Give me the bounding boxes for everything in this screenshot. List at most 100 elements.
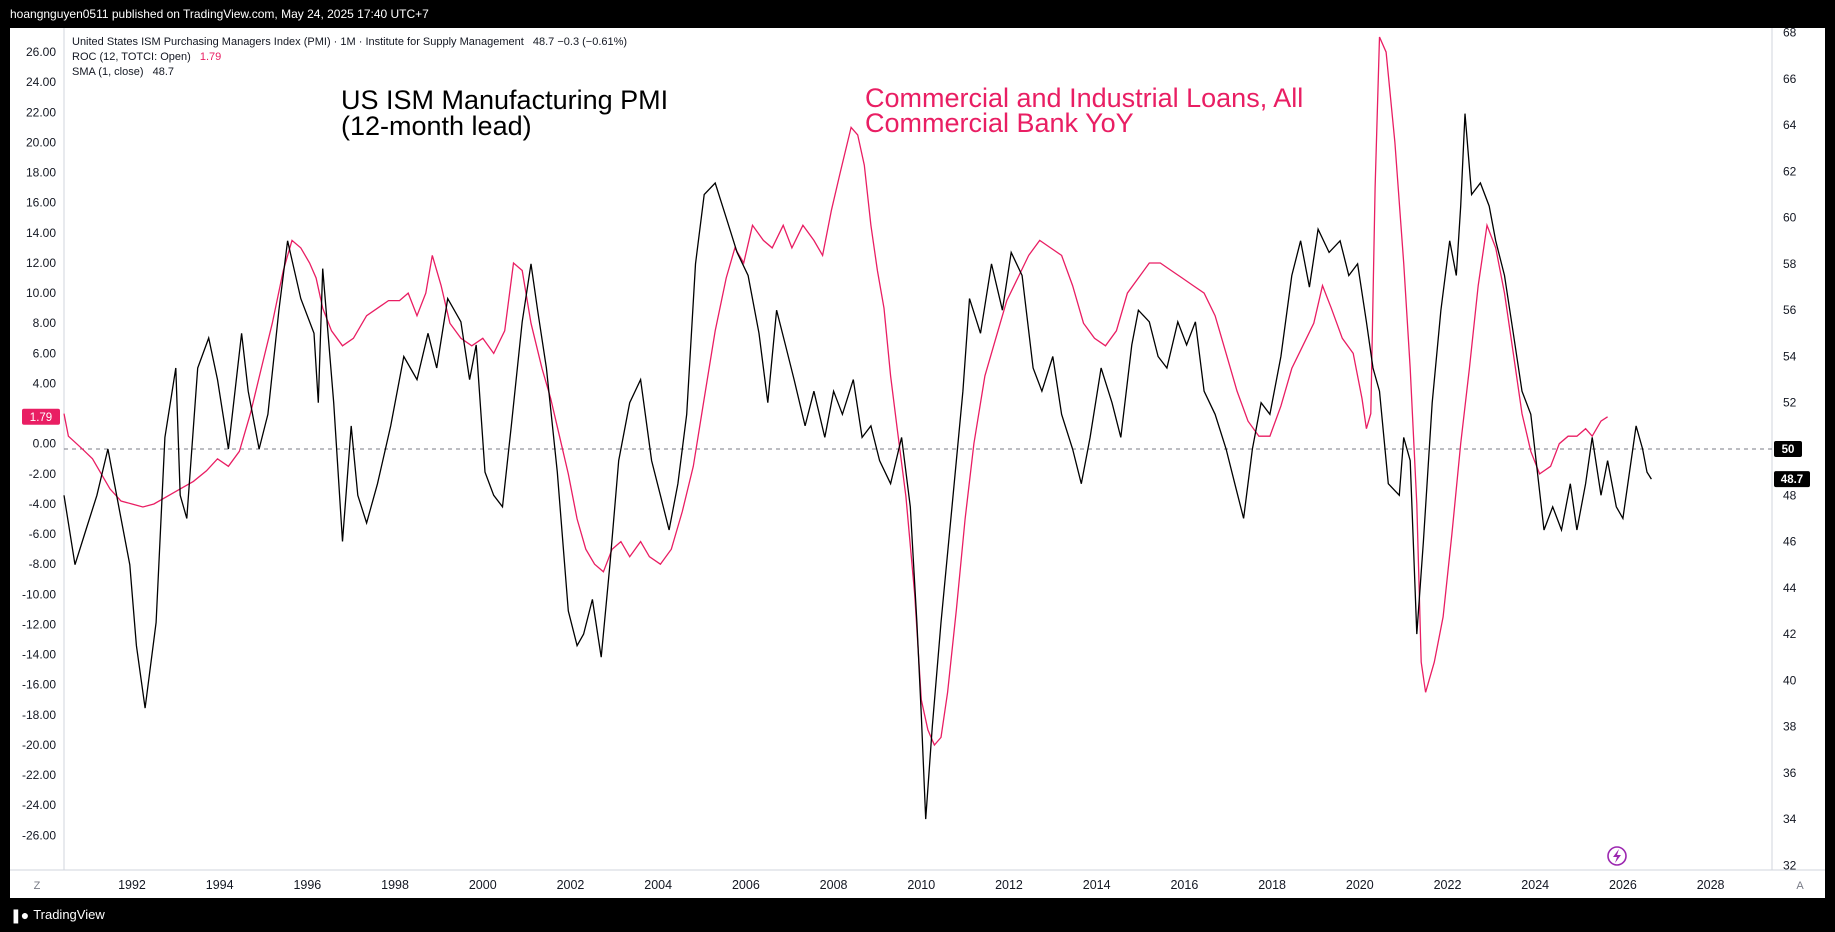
right-axis-tick-label: 38	[1783, 720, 1797, 734]
right-axis-tick-label: 58	[1783, 257, 1797, 271]
left-axis-tick-label: -8.00	[29, 557, 57, 571]
time-axis-tick-label: 2024	[1521, 878, 1549, 892]
left-axis-tick-label: 14.00	[26, 226, 56, 240]
time-axis-tick-label: 2008	[820, 878, 848, 892]
right-axis-tick-label: 64	[1783, 118, 1797, 132]
right-axis-tick-label: 34	[1783, 812, 1797, 826]
time-axis-tick-label: 2018	[1258, 878, 1286, 892]
time-axis-tick-label: 2026	[1609, 878, 1637, 892]
tradingview-brand[interactable]: ❚● TradingView	[10, 898, 105, 932]
left-axis-tick-label: -18.00	[22, 708, 56, 722]
legend-sma[interactable]: SMA (1, close) 48.7	[72, 66, 174, 78]
left-axis-tick-label: 8.00	[33, 316, 57, 330]
legend: United States ISM Purchasing Managers In…	[72, 36, 627, 78]
left-axis-tick-label: -24.00	[22, 798, 56, 812]
pmi-series-line[interactable]	[63, 113, 1652, 820]
left-axis-tick-label: -22.00	[22, 768, 56, 782]
tradingview-logo-icon: ❚●	[10, 907, 29, 923]
time-axis-tick-label: 2020	[1346, 878, 1374, 892]
legend-roc[interactable]: ROC (12, TOTCI: Open) 1.79	[72, 51, 221, 63]
left-axis-tick-label: 12.00	[26, 256, 56, 270]
chart-svg[interactable]: 26.00 24.00 22.00 20.00 18.00 16.00 14.00 12.00…	[10, 28, 1825, 898]
left-axis-tick-label: -10.00	[22, 587, 56, 601]
time-axis-tick-label: 2012	[995, 878, 1023, 892]
legend-sma-value: 48.7	[153, 66, 174, 78]
time-axis-tick-label: 2004	[644, 878, 672, 892]
right-axis-tick-label: 46	[1783, 535, 1797, 549]
right-value-badge-bg	[1774, 471, 1810, 488]
right-axis-tick-label: 40	[1783, 673, 1797, 687]
footer: ❚● TradingView	[0, 898, 1835, 932]
right-reference-badge: 50	[1774, 441, 1802, 457]
left-axis-tick-label: -26.00	[22, 828, 56, 842]
loans-annotation-line1: Commercial and Industrial Loans, All	[865, 83, 1303, 113]
replay-lightning-icon[interactable]	[1607, 846, 1627, 866]
left-axis-tick-label: -16.00	[22, 678, 56, 692]
left-axis-tick-label: 20.00	[26, 135, 56, 149]
legend-pmi-title: United States ISM Purchasing Managers In…	[72, 36, 524, 48]
left-axis-panel: 26.00 24.00 22.00 20.00 18.00 16.00 14.00 12.00…	[10, 28, 64, 870]
time-axis-tick-label: 2000	[469, 878, 497, 892]
left-axis-background	[10, 28, 64, 870]
right-axis-tick-label: 54	[1783, 349, 1797, 363]
legend-roc-title: ROC (12, TOTCI: Open)	[72, 51, 191, 63]
time-axis-tick-label: 2002	[557, 878, 585, 892]
left-axis-tick-label: 22.00	[26, 105, 56, 119]
tradingview-brand-text: TradingView	[33, 907, 105, 922]
left-axis-tick-label: -12.00	[22, 617, 56, 631]
left-axis-tick-label: 0.00	[33, 437, 57, 451]
right-axis-tick-label: 62	[1783, 164, 1797, 178]
left-axis-ticks: 26.00 24.00 22.00 20.00 18.00 16.00 14.00 12.00…	[22, 45, 56, 842]
left-axis-tick-label: 24.00	[26, 75, 56, 89]
left-axis-tick-label: -20.00	[22, 738, 56, 752]
left-value-badge-bg	[22, 408, 60, 425]
right-axis-tick-label: 36	[1783, 766, 1797, 780]
time-axis-tick-label: 1994	[206, 878, 234, 892]
lightning-icon	[1613, 849, 1621, 863]
loans-annotation-line2: Commercial Bank YoY	[865, 108, 1134, 138]
time-axis-tick-label: 2014	[1083, 878, 1111, 892]
time-axis-tick-label: 2022	[1434, 878, 1462, 892]
left-axis-tick-label: 4.00	[33, 376, 57, 390]
legend-sma-title: SMA (1, close)	[72, 66, 144, 78]
right-axis-tick-label: 60	[1783, 211, 1797, 225]
right-axis-ticks: 68 66 64 62 60 58 56 54 52 50 48 46 44 42 40 38 36 34 32	[1783, 28, 1797, 872]
right-axis-tick-label: 42	[1783, 627, 1797, 641]
chart-panel[interactable]: 26.00 24.00 22.00 20.00 18.00 16.00 14.00 12.00…	[10, 28, 1825, 898]
left-axis-tick-label: 6.00	[33, 346, 57, 360]
time-axis-tick-label: 1998	[381, 878, 409, 892]
left-axis-tick-label: 16.00	[26, 196, 56, 210]
time-axis-tick-label: 2010	[907, 878, 935, 892]
right-value-badge: 48.7	[1774, 471, 1810, 488]
pmi-annotation-line1: US ISM Manufacturing PMI	[341, 85, 668, 115]
time-axis-tick-label: 1996	[293, 878, 321, 892]
right-axis-tick-label: 66	[1783, 72, 1797, 86]
time-axis-tick-label: 2016	[1170, 878, 1198, 892]
time-axis-tick-label: 1992	[118, 878, 146, 892]
right-axis-tick-label: 44	[1783, 581, 1797, 595]
legend-roc-value: 1.79	[200, 51, 221, 63]
time-axis-tick-label: 2028	[1697, 878, 1725, 892]
replay-icon-ring	[1607, 846, 1627, 866]
auto-scale-toggle-label[interactable]: A	[1796, 880, 1804, 892]
right-value-badge-text: 48.7	[1781, 474, 1803, 486]
right-axis-tick-label: 68	[1783, 28, 1797, 40]
time-axis-ticks: 1992 1994 1996 1998 2000 2002 2004 2006 2008 2010…	[118, 878, 1724, 892]
left-axis-tick-label: 18.00	[26, 166, 56, 180]
left-axis-tick-label: -2.00	[29, 467, 57, 481]
right-axis-tick-label: 32	[1783, 858, 1797, 872]
right-axis-tick-label: 56	[1783, 303, 1797, 317]
legend-pmi-values: 48.7 −0.3 (−0.61%)	[533, 36, 627, 48]
legend-pmi[interactable]: United States ISM Purchasing Managers In…	[72, 36, 627, 48]
pmi-annotation-line2: (12-month lead)	[341, 111, 532, 141]
left-value-badge-text: 1.79	[30, 412, 52, 424]
timezone-toggle-label[interactable]: Z	[34, 880, 41, 892]
right-reference-badge-text: 50	[1782, 444, 1795, 456]
left-axis-tick-label: -14.00	[22, 648, 56, 662]
right-axis-tick-label: 52	[1783, 396, 1797, 410]
time-axis-tick-label: 2006	[732, 878, 760, 892]
left-axis-tick-label: 10.00	[26, 286, 56, 300]
loans-roc-series-line[interactable]	[63, 36, 1608, 747]
left-axis-tick-label: -4.00	[29, 497, 57, 511]
